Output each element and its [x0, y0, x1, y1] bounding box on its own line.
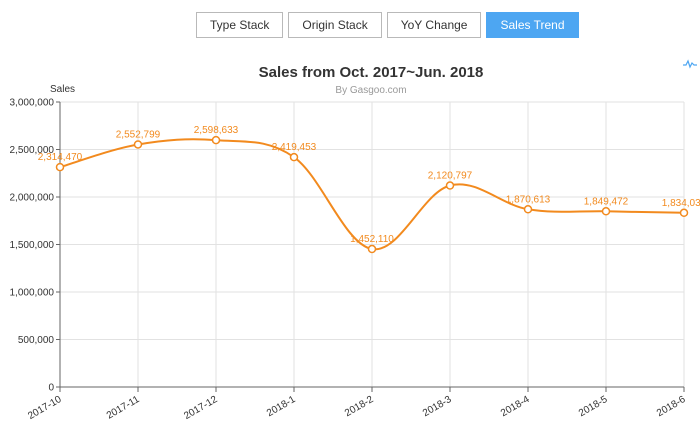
y-tick-label: 1,500,000 — [10, 240, 55, 251]
data-point — [679, 208, 689, 218]
data-label: 2,598,633 — [194, 125, 239, 136]
y-tick-label: 2,500,000 — [10, 145, 55, 156]
y-axis-label: Sales — [50, 84, 75, 95]
data-label: 2,419,453 — [272, 142, 317, 153]
data-point — [523, 205, 533, 214]
x-tick-label: 2018-5 — [577, 394, 610, 419]
y-tick-label: 2,000,000 — [10, 193, 55, 204]
tab-type-stack[interactable]: Type Stack — [196, 12, 284, 38]
x-tick-label: 2018-1 — [265, 394, 298, 419]
tab-yoy-change[interactable]: YoY Change — [386, 12, 482, 38]
data-point — [211, 135, 221, 145]
x-tick-label: 2018-4 — [499, 394, 532, 419]
y-tick-label: 3,000,000 — [10, 98, 55, 109]
data-point — [601, 207, 611, 216]
x-tick-label: 2017-11 — [105, 394, 142, 422]
data-point — [55, 162, 65, 172]
line-chart-icon[interactable] — [683, 56, 697, 69]
chart-subtitle: By Gasgoo.com — [335, 85, 406, 96]
x-tick-label: 2018-6 — [655, 394, 688, 419]
y-tick-label: 500,000 — [18, 335, 55, 346]
data-label: 2,314,470 — [38, 152, 83, 163]
data-point — [289, 152, 299, 162]
y-tick-label: 0 — [48, 383, 54, 394]
x-tick-label: 2018-2 — [343, 394, 376, 419]
data-label: 1,849,472 — [584, 196, 629, 207]
x-tick-label: 2017-10 — [26, 394, 64, 422]
data-label: 1,870,613 — [506, 194, 551, 205]
chart-title: Sales from Oct. 2017~Jun. 2018 — [259, 64, 484, 81]
data-point — [133, 140, 143, 149]
x-tick-label: 2018-3 — [421, 394, 454, 419]
data-label: 1,452,110 — [350, 234, 394, 245]
data-point — [367, 244, 377, 254]
data-label: 2,552,799 — [116, 129, 161, 140]
y-tick-label: 1,000,000 — [10, 288, 55, 299]
data-point — [445, 181, 455, 190]
x-tick-label: 2017-12 — [182, 394, 220, 422]
chart-tab-bar: Type Stack Origin Stack YoY Change Sales… — [196, 12, 579, 38]
data-label: 1,834,030 — [662, 198, 700, 209]
data-label: 2,120,797 — [428, 171, 473, 182]
tab-origin-stack[interactable]: Origin Stack — [288, 12, 382, 38]
tab-sales-trend[interactable]: Sales Trend — [486, 12, 579, 38]
